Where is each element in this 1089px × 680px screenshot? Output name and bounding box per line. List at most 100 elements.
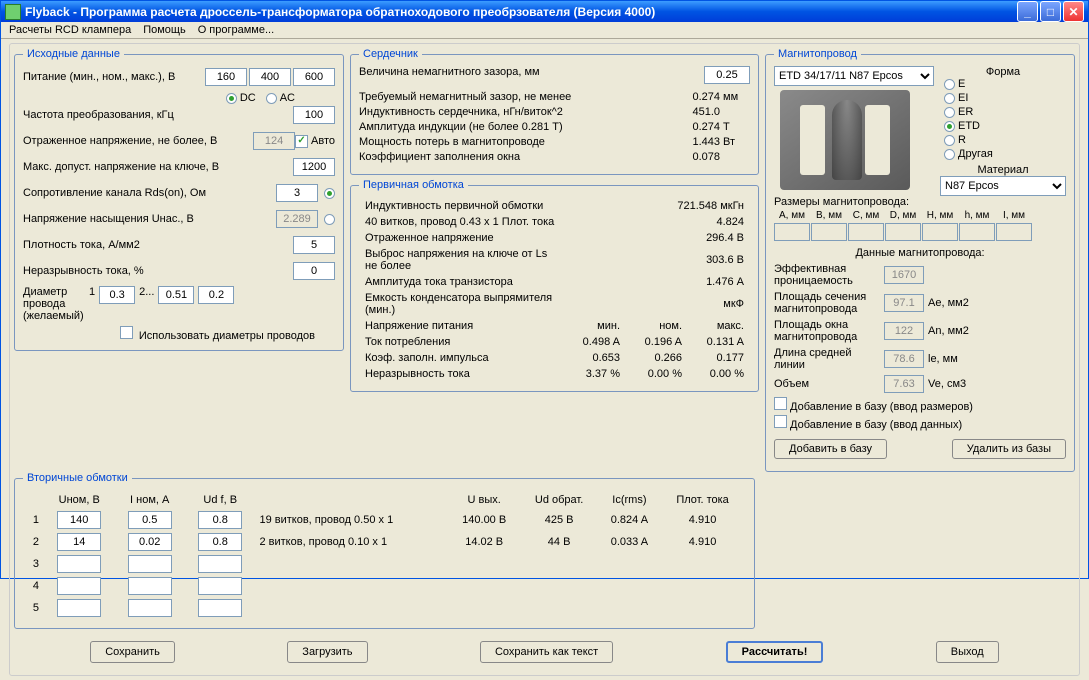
vds-input[interactable]	[293, 158, 335, 176]
dim-label: A, мм	[774, 210, 810, 221]
sec-u-input[interactable]	[57, 555, 101, 573]
app-icon	[5, 4, 21, 20]
shape-radio-etd[interactable]: ETD	[944, 120, 1066, 132]
gap-input[interactable]	[704, 66, 750, 84]
sec-i-input[interactable]	[128, 511, 172, 529]
ac-radio[interactable]: AC	[266, 92, 295, 104]
pri-ipk-label: Амплитуда тока транзистора	[361, 275, 562, 289]
pri-ccm-nom: 0.00 %	[626, 367, 686, 381]
an-label: Площадь окна магнитопровода	[774, 319, 884, 343]
shape-radio-r[interactable]: R	[944, 134, 1066, 146]
core-image	[780, 90, 910, 190]
pri-ipk-value: 1.476 А	[564, 275, 748, 289]
add-dims-label: Добавление в базу (ввод размеров)	[790, 401, 973, 413]
req-gap-value: 0.274	[660, 91, 720, 103]
pri-iin-nom: 0.196 A	[626, 335, 686, 349]
menu-about[interactable]: О программе...	[198, 24, 274, 36]
sec-uout	[450, 576, 519, 596]
add-dims-checkbox[interactable]	[774, 397, 787, 410]
pri-iin-max: 0.131 A	[688, 335, 748, 349]
calc-button[interactable]: Рассчитать!	[726, 641, 824, 663]
sec-u-input[interactable]	[57, 599, 101, 617]
shape-radio-er[interactable]: ER	[944, 106, 1066, 118]
freq-input[interactable]	[293, 106, 335, 124]
add-data-label: Добавление в базу (ввод данных)	[790, 419, 962, 431]
add-db-button[interactable]: Добавить в базу	[774, 439, 887, 459]
table-row: 3	[25, 554, 744, 574]
del-db-button[interactable]: Удалить из базы	[952, 439, 1066, 459]
material-label: Материал	[940, 164, 1066, 176]
sec-j	[661, 576, 744, 596]
req-gap-label: Требуемый немагнитный зазор, не менее	[359, 91, 660, 103]
sec-ic: 0.824 A	[600, 510, 659, 530]
sec-hdr-inom: I ном, A	[115, 492, 184, 508]
ploss-label: Мощность потерь в магнитопроводе	[359, 136, 660, 148]
sec-u-input[interactable]	[57, 511, 101, 529]
hdr-max: макс.	[688, 319, 748, 333]
wire-label4: (желаемый)	[23, 310, 84, 322]
save-button[interactable]: Сохранить	[90, 641, 175, 663]
save-txt-button[interactable]: Сохранить как текст	[480, 641, 613, 663]
shape-radio-ei[interactable]: EI	[944, 92, 1066, 104]
close-button[interactable]: ✕	[1063, 1, 1084, 22]
sec-desc	[256, 576, 447, 596]
bamp-value: 0.274	[660, 121, 720, 133]
inputs-legend: Исходные данные	[23, 48, 124, 60]
shape-radio-другая[interactable]: Другая	[944, 148, 1066, 160]
sec-u-input[interactable]	[57, 577, 101, 595]
sec-desc: 2 витков, провод 0.10 x 1	[256, 532, 447, 552]
sec-ic	[600, 598, 659, 618]
use-wires-checkbox[interactable]	[120, 326, 133, 339]
minimize-button[interactable]: _	[1017, 1, 1038, 22]
dim-input	[848, 223, 884, 241]
pri-duty-max: 0.177	[688, 351, 748, 365]
supply-max-input[interactable]	[293, 68, 335, 86]
primary-legend: Первичная обмотка	[359, 179, 468, 191]
exit-button[interactable]: Выход	[936, 641, 999, 663]
pri-ind-value: 721.548 мкГн	[564, 199, 748, 213]
wire-d2b-input[interactable]	[198, 286, 234, 304]
sec-ud-input[interactable]	[198, 511, 242, 529]
sec-i-input[interactable]	[128, 533, 172, 551]
pri-turns-label: 40 витков, провод 0.43 x 1 Плот. тока	[361, 215, 562, 229]
sec-u-input[interactable]	[57, 533, 101, 551]
rds-input[interactable]	[276, 184, 318, 202]
pri-ccm-min: 3.37 %	[564, 367, 624, 381]
auto-checkbox[interactable]	[295, 135, 308, 148]
secondary-legend: Вторичные обмотки	[23, 472, 132, 484]
sec-ud-input[interactable]	[198, 533, 242, 551]
core-select[interactable]: ETD 34/17/11 N87 Epcos	[774, 66, 934, 86]
dc-radio[interactable]: DC	[226, 92, 256, 104]
fill-label: Коэффициент заполнения окна	[359, 151, 660, 163]
sec-ud-input[interactable]	[198, 555, 242, 573]
ve-input	[884, 375, 924, 393]
wire-d1-input[interactable]	[99, 286, 135, 304]
add-data-checkbox[interactable]	[774, 415, 787, 428]
shape-radio-e[interactable]: E	[944, 78, 1066, 90]
rds-radio[interactable]	[324, 188, 335, 199]
pri-ccm-label: Неразрывность тока	[361, 367, 562, 381]
core-data-label: Данные магнитопровода:	[774, 247, 1066, 259]
sec-urev	[520, 576, 597, 596]
material-select[interactable]: N87 Epcos	[940, 176, 1066, 196]
le-label: Длина средней линии	[774, 347, 884, 371]
supply-min-input[interactable]	[205, 68, 247, 86]
menu-help[interactable]: Помощь	[143, 24, 186, 36]
jdens-input[interactable]	[293, 236, 335, 254]
wire-d2a-input[interactable]	[158, 286, 194, 304]
sec-i-input[interactable]	[128, 599, 172, 617]
sec-ud-input[interactable]	[198, 599, 242, 617]
sec-i-input[interactable]	[128, 555, 172, 573]
sec-i-input[interactable]	[128, 577, 172, 595]
dim-input	[774, 223, 810, 241]
row-num: 4	[25, 576, 43, 596]
load-button[interactable]: Загрузить	[287, 641, 367, 663]
row-num: 2	[25, 532, 43, 552]
menu-rcd[interactable]: Расчеты RCD клампера	[9, 24, 131, 36]
supply-nom-input[interactable]	[249, 68, 291, 86]
sec-ud-input[interactable]	[198, 577, 242, 595]
pri-duty-nom: 0.266	[626, 351, 686, 365]
usat-radio[interactable]	[324, 214, 335, 225]
maximize-button[interactable]: □	[1040, 1, 1061, 22]
ripple-input[interactable]	[293, 262, 335, 280]
